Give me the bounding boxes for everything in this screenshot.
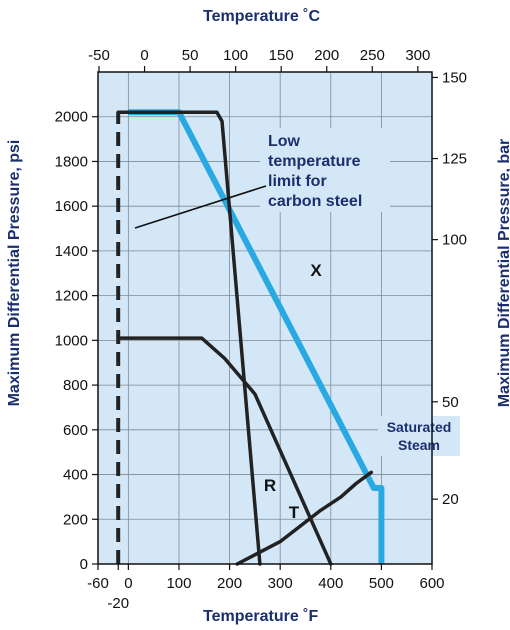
steam-label-line: Steam [398, 437, 440, 453]
low-temp-label-line: carbon steel [268, 193, 362, 210]
t-series-label: T [289, 503, 300, 522]
low-temp-leader [134, 185, 267, 229]
top-axis-title: Temperature ˚C [203, 8, 321, 25]
tick-label-left: 400 [63, 467, 88, 484]
series-line-saturated-steam [235, 470, 374, 566]
tick-label-right: 150 [442, 69, 467, 86]
tick-label-bottom: 100 [166, 575, 191, 592]
tick-label-top: 0 [140, 47, 148, 64]
tick-label-left: 2000 [55, 109, 88, 126]
tick-label-left: 0 [80, 556, 88, 573]
tick-label-bottom: 0 [124, 575, 132, 592]
tick-label-right: 100 [442, 232, 467, 249]
tick-label-bottom: 500 [369, 575, 394, 592]
tick-label-top: 300 [405, 47, 430, 64]
annotations: Low temperature limit for carbon steel X RT Sa… [134, 128, 460, 522]
tick-label-bottom: -60 [87, 575, 109, 592]
series-line-t [116, 336, 333, 566]
tick-label-top: 100 [223, 47, 248, 64]
tick-label-bottom: 200 [217, 575, 242, 592]
tick-label-bottom: 400 [318, 575, 343, 592]
low-temp-label-line: limit for [268, 173, 327, 190]
tick-label-top: 200 [314, 47, 339, 64]
tick-label-right: 20 [442, 491, 459, 508]
tick-label-top: 50 [182, 47, 199, 64]
plot-frame [97, 71, 433, 565]
grid [98, 72, 432, 564]
r-series-label: R [264, 476, 276, 495]
tick-label-bottom: 600 [419, 575, 444, 592]
x-series-label: X [310, 261, 322, 280]
tick-label-left: 1400 [55, 243, 88, 260]
tick-label-right: 125 [442, 151, 467, 168]
low-temp-label-line: Low [268, 133, 301, 150]
tick-label-left: 1800 [55, 153, 88, 170]
series-group [116, 109, 385, 566]
tick-label-top: -50 [88, 47, 110, 64]
low-temp-label-bg [260, 128, 390, 212]
steam-label-line: Saturated [387, 419, 452, 435]
tick-label-left: 800 [63, 377, 88, 394]
steam-label-bg [378, 416, 460, 456]
tick-label-left: 1000 [55, 332, 88, 349]
series-line-r [116, 110, 262, 566]
ticks: -60 0 100 200 300 400 500 600-20020040060080010… [55, 47, 467, 612]
tick-label-right: 50 [442, 394, 459, 411]
low-temp-label-line: temperature [268, 153, 361, 170]
tick-label-left: 600 [63, 422, 88, 439]
tick-label-left: 1200 [55, 288, 88, 305]
tick-label-bottom: 300 [268, 575, 293, 592]
tick-label-bottom-extra: -20 [107, 595, 129, 612]
tick-label-top: 250 [360, 47, 385, 64]
tick-label-top: 150 [269, 47, 294, 64]
bottom-axis-title: Temperature ˚F [203, 608, 319, 625]
tick-label-left: 200 [63, 511, 88, 528]
tick-label-left: 1600 [55, 198, 88, 215]
